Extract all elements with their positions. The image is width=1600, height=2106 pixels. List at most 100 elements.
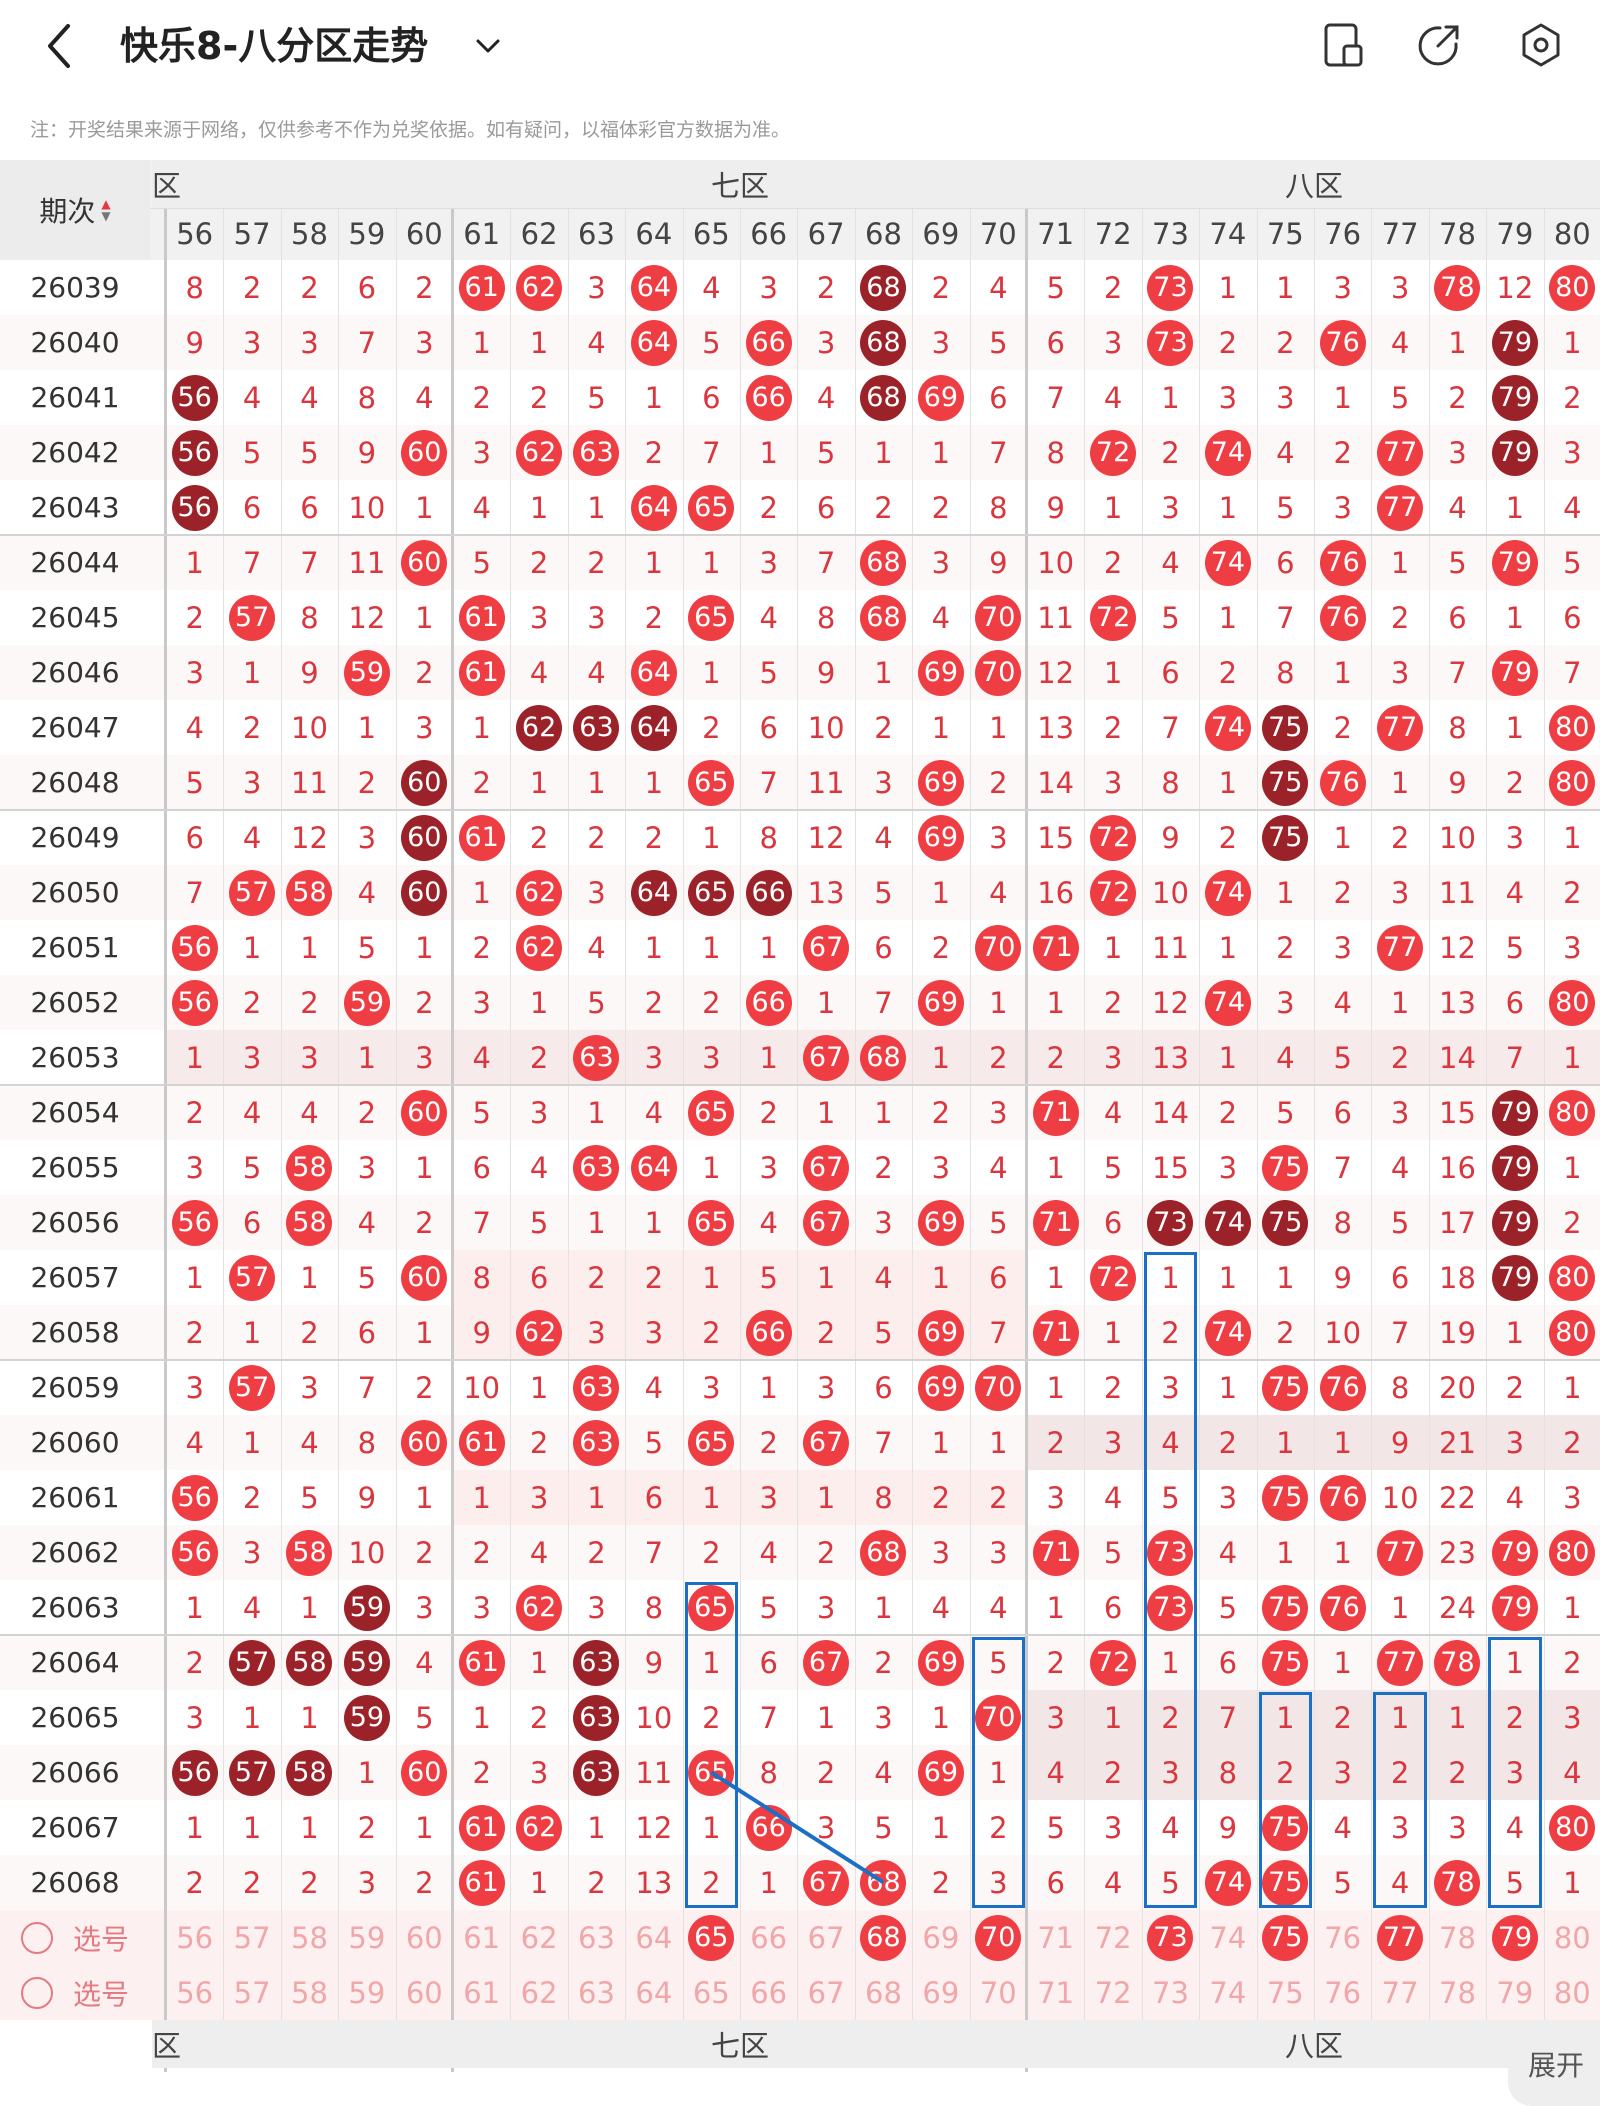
table-cell: 3 [1161,1370,1180,1405]
table-cell: 75 [1257,700,1314,755]
pick-number[interactable]: 57 [233,1920,271,1955]
pick-number[interactable]: 69 [922,1920,960,1955]
pick-number[interactable]: 74 [1209,1920,1247,1955]
settings-icon[interactable] [1518,22,1564,68]
selected-number-ball[interactable]: 65 [688,1914,735,1961]
selected-number-ball[interactable]: 70 [975,1914,1022,1961]
pick-number[interactable]: 74 [1209,1975,1247,2010]
table-cell: 56 [166,1195,223,1250]
pick-number[interactable]: 75 [1257,1910,1314,1965]
radio-circle-icon[interactable] [20,1921,53,1954]
pick-number[interactable]: 71 [1037,1975,1075,2010]
pick-number[interactable]: 63 [578,1920,615,1955]
expand-button[interactable]: 展开 [1508,2036,1600,2106]
selected-number-ball[interactable]: 68 [860,1914,907,1961]
pick-row-selector[interactable]: 选号 [0,1910,150,1965]
pick-number[interactable]: 61 [463,1920,501,1955]
pick-number[interactable]: 60 [405,1975,443,2010]
pick-number[interactable]: 77 [1381,1975,1419,2010]
selected-number-ball[interactable]: 75 [1262,1914,1309,1961]
table-cell: 2 [1103,1755,1123,1790]
selected-number-ball[interactable]: 77 [1377,1914,1424,1961]
pick-number[interactable]: 75 [1266,1975,1304,2010]
pick-number[interactable]: 59 [348,1920,386,1955]
radio-circle-icon[interactable] [20,1976,53,2009]
pick-number[interactable]: 68 [865,1975,902,2010]
grid-line [164,160,167,2072]
pick-number[interactable]: 73 [1142,1910,1199,1965]
pick-row-selector[interactable]: 选号 [0,1965,150,2020]
pick-number[interactable]: 63 [578,1975,615,2010]
pick-number[interactable]: 58 [291,1975,328,2010]
table-cell: 3 [874,765,893,800]
pick-number[interactable]: 69 [922,1975,960,2010]
table-cell: 2 [242,710,262,745]
table-cell: 1 [1218,765,1238,800]
pick-number[interactable]: 70 [970,1910,1027,1965]
pick-number[interactable]: 76 [1324,1975,1362,2010]
pick-number[interactable]: 65 [683,1910,740,1965]
table-cell: 1 [702,1150,721,1185]
pick-number[interactable]: 71 [1037,1920,1075,1955]
pick-number[interactable]: 62 [520,1975,558,2010]
table-cell: 72 [1084,1635,1141,1690]
pick-area [0,1910,1600,2020]
pick-number[interactable]: 79 [1486,1910,1543,1965]
pick-number[interactable]: 67 [807,1920,845,1955]
table-cell: 1 [472,325,491,360]
pick-number[interactable]: 61 [463,1975,501,2010]
drawn-number-ball: 66 [745,1309,792,1356]
table-cell: 7 [1448,655,1467,690]
pick-number[interactable]: 66 [750,1975,788,2010]
row-highlight [1027,1415,1600,1470]
drawn-number-ball: 72 [1090,429,1137,476]
pick-number[interactable]: 59 [348,1975,386,2010]
chevron-down-icon[interactable] [470,28,506,64]
pick-number[interactable]: 65 [692,1975,730,2010]
pick-number[interactable]: 80 [1553,1975,1591,2010]
pick-number[interactable]: 56 [176,1975,214,2010]
pick-number[interactable]: 68 [855,1910,912,1965]
table-cell: 10 [1152,875,1189,910]
pick-number[interactable]: 62 [520,1920,558,1955]
pick-number[interactable]: 64 [635,1975,673,2010]
pick-number[interactable]: 67 [807,1975,845,2010]
selected-number-ball[interactable]: 73 [1147,1914,1194,1961]
group-line [0,809,1600,811]
tablet-icon[interactable] [1320,22,1366,68]
sort-icon[interactable]: ▲ ▼ [101,197,111,223]
pick-number[interactable]: 76 [1324,1920,1362,1955]
drawn-number-ball: 56 [171,484,218,531]
pick-number[interactable]: 56 [176,1920,214,1955]
pick-number[interactable]: 70 [979,1975,1017,2010]
pick-number[interactable]: 77 [1371,1910,1428,1965]
pick-number[interactable]: 57 [233,1975,271,2010]
pick-number[interactable]: 80 [1553,1920,1591,1955]
table-cell: 8 [1046,435,1065,470]
table-cell: 66 [740,370,797,425]
table-cell: 1 [1333,1645,1352,1680]
pick-number[interactable]: 64 [635,1920,673,1955]
share-icon[interactable] [1416,22,1462,68]
pick-number[interactable]: 60 [405,1920,443,1955]
table-cell: 3 [1390,1095,1410,1130]
drawn-number-ball: 74 [1204,429,1251,476]
table-cell: 1 [300,1810,319,1845]
pick-number[interactable]: 72 [1094,1975,1132,2010]
selected-number-ball[interactable]: 79 [1491,1914,1538,1961]
table-cell: 3 [357,1865,377,1900]
pick-number[interactable]: 58 [291,1920,328,1955]
pick-number[interactable]: 79 [1496,1975,1534,2010]
pick-number[interactable]: 66 [750,1920,788,1955]
table-cell: 3 [529,1480,549,1515]
table-cell: 3 [702,1040,721,1075]
back-chevron-icon[interactable] [40,18,80,74]
table-cell: 60 [396,425,453,480]
period-header[interactable]: 期次 ▲ ▼ [0,160,150,260]
pick-number[interactable]: 73 [1152,1975,1189,2010]
table-cell: 4 [989,1590,1008,1625]
pick-number[interactable]: 72 [1094,1920,1132,1955]
page-title[interactable]: 快乐8-八分区走势 [120,24,429,68]
pick-number[interactable]: 78 [1439,1920,1476,1955]
pick-number[interactable]: 78 [1439,1975,1476,2010]
